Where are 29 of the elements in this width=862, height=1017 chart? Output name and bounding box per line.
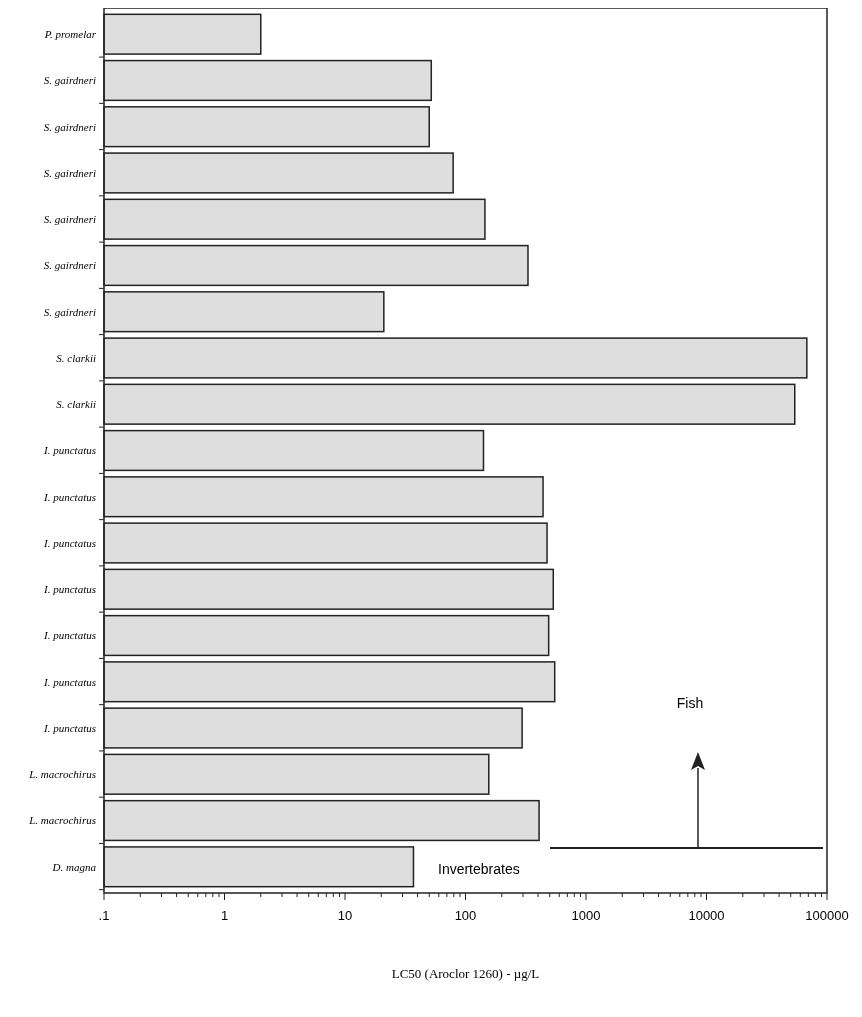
y-tick-label: I. punctatus [43, 721, 96, 734]
x-tick-label: .1 [98, 908, 110, 923]
x-tick-label: 10 [337, 908, 353, 923]
y-tick-label: S. gairdneri [43, 305, 96, 318]
y-tick-label: L. macrochirus [28, 814, 96, 827]
y-tick-label: S. gairdneri [43, 74, 96, 87]
y-tick-label: D. magna [51, 860, 97, 873]
y-tick-label: P. promelar [43, 28, 97, 41]
x-axis-title: LC50 (Aroclor 1260) - µg/L [391, 966, 540, 981]
y-tick-label: L. macrochirus [28, 768, 96, 781]
y-tick-label: S. gairdneri [43, 259, 96, 272]
y-tick-label: I. punctatus [43, 675, 96, 688]
x-tick-label: 1 [220, 908, 229, 923]
y-tick-label: I. punctatus [43, 629, 96, 642]
y-tick-label: I. punctatus [43, 490, 96, 503]
x-tick-label: 10000 [688, 908, 725, 923]
y-tick-label: S. clarkii [56, 351, 96, 364]
y-tick-label: I. punctatus [43, 536, 96, 549]
y-tick-label: S. gairdneri [43, 120, 96, 133]
x-tick-label: 100 [454, 908, 477, 923]
x-tick-label: 100000 [805, 908, 849, 923]
x-tick-label: 1000 [571, 908, 601, 923]
annotation: Fish [676, 695, 704, 711]
y-tick-label: I. punctatus [43, 583, 96, 596]
y-tick-label: S. gairdneri [43, 213, 96, 226]
y-tick-label: I. punctatus [43, 444, 96, 457]
annotation: Invertebrates [438, 861, 520, 877]
y-tick-label: S. gairdneri [43, 166, 96, 179]
y-tick-label: S. clarkii [56, 398, 96, 411]
